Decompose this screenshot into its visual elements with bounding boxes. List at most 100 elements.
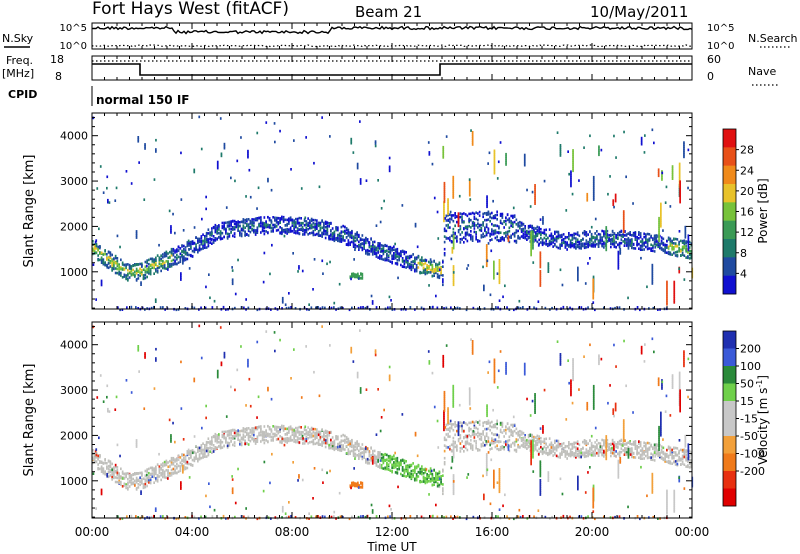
velocity-cell xyxy=(296,440,299,444)
power-cell xyxy=(527,226,530,230)
velocity-cell xyxy=(288,428,290,431)
power-cell xyxy=(643,232,645,236)
power-cell xyxy=(237,226,239,229)
power-cell xyxy=(356,237,358,240)
power-cell xyxy=(351,240,353,244)
velocity-cell xyxy=(223,436,225,440)
power-cell xyxy=(436,265,439,268)
power-cell xyxy=(660,202,662,206)
power-cell xyxy=(162,264,164,267)
power-cell xyxy=(326,224,329,228)
velocity-cell xyxy=(286,436,288,440)
power-cell xyxy=(496,231,498,234)
velocity-cell xyxy=(403,461,406,465)
power-cell xyxy=(684,236,687,239)
velocity-cell xyxy=(358,442,360,446)
power-cell xyxy=(557,230,560,234)
power-cell xyxy=(445,229,448,233)
power-cell xyxy=(599,236,602,240)
power-cell xyxy=(153,305,155,309)
power-cell xyxy=(443,209,445,212)
power-cell xyxy=(483,288,485,292)
velocity-cell xyxy=(134,479,136,483)
power-cell xyxy=(356,234,358,237)
velocity-cell xyxy=(365,450,367,454)
power-cell xyxy=(109,260,112,263)
power-cell xyxy=(613,237,615,240)
velocity-cell xyxy=(233,436,236,440)
velocity-cell xyxy=(352,446,355,450)
power-cell xyxy=(561,233,563,237)
power-cell xyxy=(148,267,150,271)
velocity-cell xyxy=(225,437,227,441)
power-cell xyxy=(146,259,148,262)
velocity-cell xyxy=(144,479,147,483)
power-cell xyxy=(515,239,518,243)
velocity-cell xyxy=(261,431,264,435)
power-cell xyxy=(94,240,97,244)
power-cell xyxy=(523,163,526,167)
power-cell xyxy=(312,229,315,233)
power-cell xyxy=(594,245,596,248)
velocity-cell xyxy=(303,428,306,432)
power-cell xyxy=(438,274,441,278)
power-cell xyxy=(219,232,222,236)
power-cell xyxy=(655,240,658,243)
power-cell xyxy=(634,232,637,235)
velocity-cell xyxy=(127,488,129,491)
power-cell xyxy=(512,232,514,236)
power-cell xyxy=(494,231,497,235)
velocity-cell xyxy=(179,465,182,468)
velocity-cell xyxy=(291,433,294,436)
power-cell xyxy=(592,241,595,244)
velocity-cell xyxy=(247,427,250,430)
velocity-cell xyxy=(118,476,120,480)
velocity-cell xyxy=(163,460,166,464)
power-cell xyxy=(570,180,572,184)
power-cell xyxy=(225,221,227,225)
velocity-cell xyxy=(361,457,364,461)
power-cell xyxy=(335,238,337,241)
power-cell xyxy=(653,141,655,145)
velocity-cell xyxy=(183,465,185,469)
power-cell xyxy=(679,184,681,188)
power-cell xyxy=(127,263,129,266)
power-cell xyxy=(620,241,623,245)
velocity-cell xyxy=(443,449,446,453)
velocity-cell xyxy=(471,446,474,450)
power-cell xyxy=(463,221,465,224)
velocity-cell xyxy=(193,450,196,454)
velocity-cell xyxy=(449,429,451,433)
velocity-cell xyxy=(184,458,187,461)
velocity-cell xyxy=(242,433,245,436)
velocity-cell xyxy=(242,435,245,438)
power-cell xyxy=(351,275,353,279)
power-cell xyxy=(660,208,662,212)
power-cell xyxy=(363,243,365,247)
power-cell xyxy=(681,247,684,251)
power-cell xyxy=(170,254,173,257)
power-cell xyxy=(625,244,628,247)
velocity-cell xyxy=(188,457,190,460)
power-cell xyxy=(658,227,660,230)
power-cell xyxy=(154,298,157,301)
power-cell xyxy=(331,227,334,230)
velocity-cell xyxy=(373,461,376,465)
velocity-cell xyxy=(368,452,371,456)
power-cell xyxy=(104,249,106,252)
velocity-cell xyxy=(379,463,381,466)
power-cell xyxy=(254,233,257,236)
power-cell xyxy=(534,236,537,239)
velocity-cell xyxy=(141,473,143,476)
power-cell xyxy=(451,251,454,254)
power-cell xyxy=(246,218,248,221)
power-cell xyxy=(530,239,532,242)
power-cell xyxy=(452,277,455,280)
velocity-cell xyxy=(387,464,390,468)
power-cell xyxy=(471,135,474,138)
power-cell xyxy=(454,307,457,310)
power-cell xyxy=(95,239,98,242)
power-cell xyxy=(598,151,600,155)
velocity-cell xyxy=(377,458,379,462)
power-cell xyxy=(289,229,292,232)
